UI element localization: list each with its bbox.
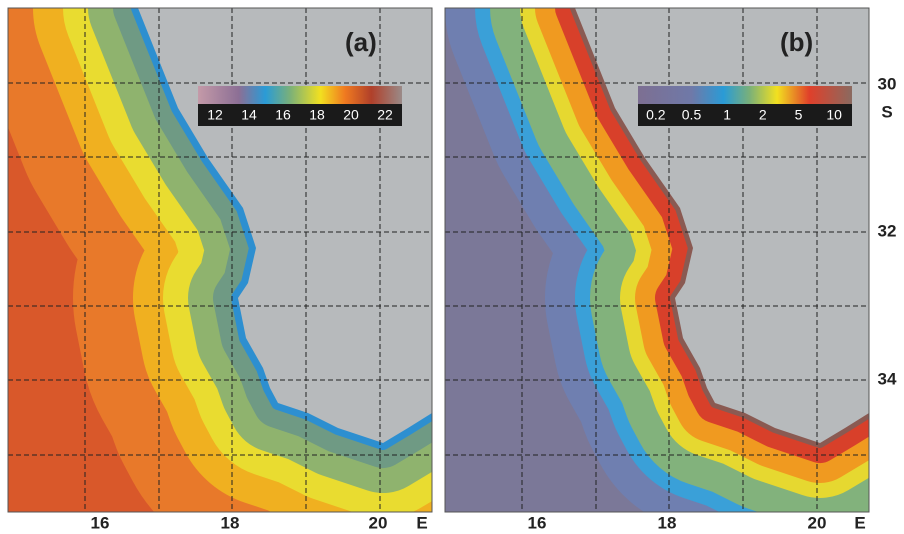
colorbar-label: 0.2: [646, 107, 666, 123]
colorbar: [638, 86, 852, 104]
lon-label: 20: [808, 513, 827, 532]
page: {"panels": [ {"label": "(a)", "colorbar"…: [0, 0, 904, 534]
colorbar: [198, 86, 402, 104]
colorbar-label: 1: [723, 107, 731, 123]
lat-label: 32: [878, 221, 897, 240]
panel-a-map: [8, 0, 478, 512]
colorbar-label: 22: [377, 107, 393, 123]
panel-label: (a): [345, 27, 377, 57]
colorbar-label: 10: [826, 107, 842, 123]
figure: (a) 121416182022 (b) 0.20.512510 16 18 2…: [0, 0, 904, 534]
colorbar-label: 18: [309, 107, 325, 123]
colorbar-label: 16: [275, 107, 291, 123]
colorbar-label: 14: [241, 107, 257, 123]
lon-label: 16: [91, 513, 110, 532]
lon-label: 20: [369, 513, 388, 532]
lat-unit: S: [881, 102, 892, 121]
colorbar-label: 20: [343, 107, 359, 123]
panel-label: (b): [780, 27, 813, 57]
lat-label: 34: [878, 369, 897, 388]
lon-unit: E: [416, 513, 427, 532]
colorbar-label: 5: [795, 107, 803, 123]
colorbar-label: 2: [759, 107, 767, 123]
lon-label: 18: [221, 513, 240, 532]
lon-unit: E: [854, 513, 865, 532]
colorbar-label: 0.5: [682, 107, 702, 123]
lat-label: 30: [878, 74, 897, 93]
colorbar-labels-bg: [638, 104, 852, 126]
panel-b-map: [445, 0, 904, 512]
lon-label: 16: [528, 513, 547, 532]
colorbar-labels-bg: [198, 104, 402, 126]
colorbar-label: 12: [207, 107, 223, 123]
lon-label: 18: [658, 513, 677, 532]
